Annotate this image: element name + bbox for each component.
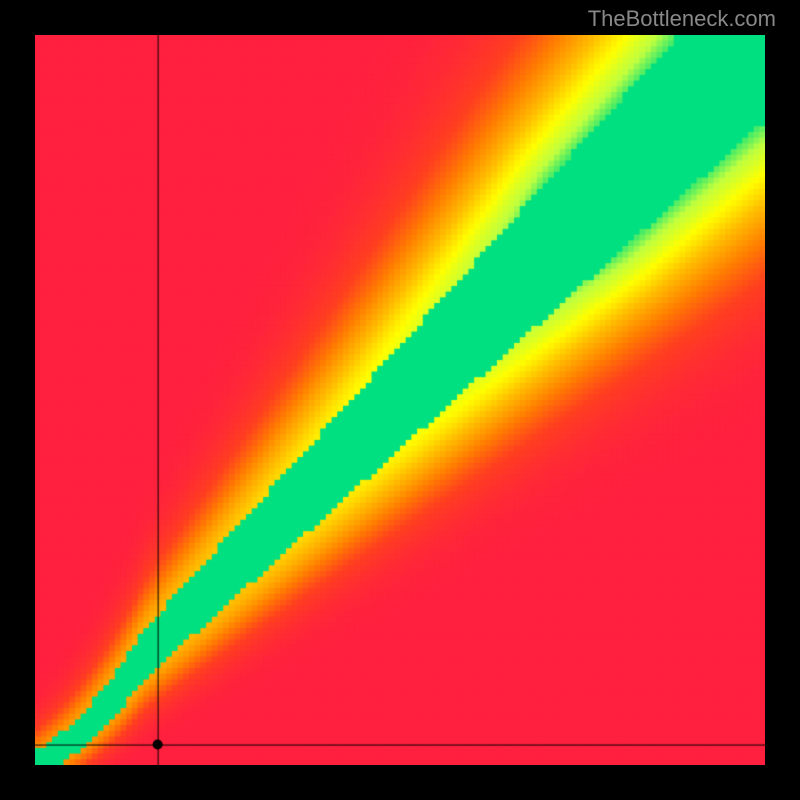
heatmap-canvas: [35, 35, 765, 765]
bottleneck-heatmap: [35, 35, 765, 765]
watermark-text: TheBottleneck.com: [588, 6, 776, 32]
